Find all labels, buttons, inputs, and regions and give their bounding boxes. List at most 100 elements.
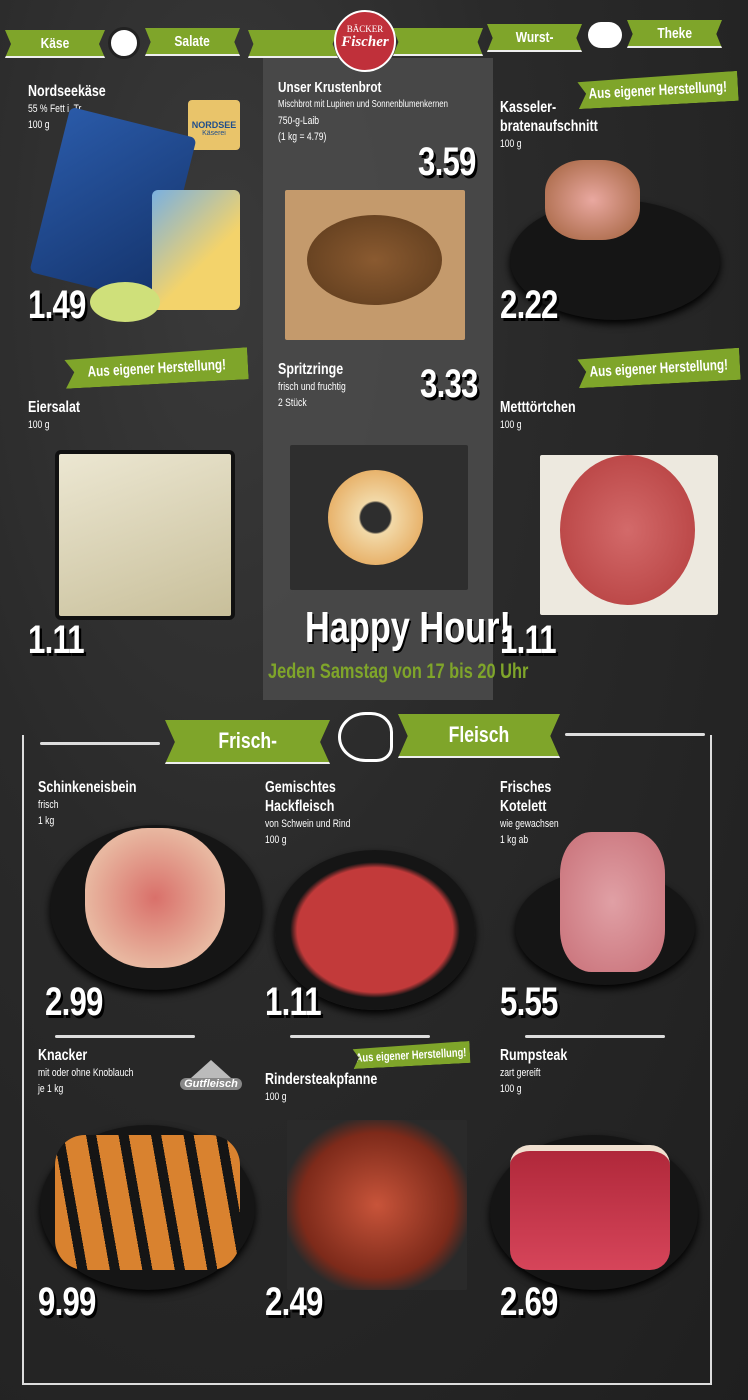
product-eiersalat: Eiersalat 100 g [28, 398, 80, 433]
logo-main: Fischer [341, 34, 389, 50]
rindersteakpfanne-image [287, 1120, 467, 1290]
product-detail: 100 g [28, 419, 50, 431]
mett-image-frame [540, 455, 718, 615]
knacker-image [55, 1135, 240, 1270]
product-title: Hackfleisch [265, 798, 335, 815]
product-title: Metttörtchen [500, 399, 576, 416]
hackfleisch-image [275, 850, 475, 1010]
banner-frisch: Frisch- [165, 720, 330, 764]
banner-label: Theke [657, 24, 692, 42]
product-rumpsteak: Rumpsteak zart gereift 100 g [500, 1046, 567, 1097]
product-title: Rumpsteak [500, 1047, 568, 1064]
product-detail: mit oder ohne Knoblauch [38, 1067, 134, 1079]
grapes-image [90, 282, 160, 322]
price: 1.11 [265, 980, 322, 1024]
price: 2.69 [500, 1280, 558, 1324]
badge-label: Aus eigener Herstellung! [355, 1045, 468, 1065]
happy-hour-title: Happy Hour! [305, 603, 511, 652]
price: 2.49 [265, 1280, 323, 1324]
cheese-block-image [152, 190, 240, 310]
price: 3.33 [420, 362, 478, 406]
price: 2.99 [45, 980, 103, 1024]
banner-wurst: Wurst- [487, 24, 582, 52]
product-title: Nordseekäse [28, 83, 106, 100]
house-icon [191, 1060, 231, 1078]
product-title: Frisches [500, 779, 552, 796]
product-detail: 100 g [28, 119, 50, 131]
price: 3.59 [418, 140, 476, 184]
divider [55, 1035, 195, 1038]
product-title: Knacker [38, 1047, 88, 1064]
product-kasseler: Kasseler- bratenaufschnitt 100 g [500, 98, 598, 152]
sausage-icon [588, 22, 622, 48]
happy-hour-subtitle: Jeden Samstag von 17 bis 20 Uhr [268, 660, 529, 683]
product-detail: frisch und fruchtig [278, 381, 346, 393]
product-kotelett: Frisches Kotelett wie gewachsen 1 kg ab [500, 778, 559, 848]
product-detail: 2 Stück [278, 397, 307, 409]
bread-image [307, 215, 442, 305]
divider [290, 1035, 430, 1038]
divider [40, 742, 160, 745]
price: 9.99 [38, 1280, 96, 1324]
banner-label: Frisch- [218, 728, 277, 753]
eiersalat-image [55, 450, 235, 620]
product-rindersteakpfanne: Rindersteakpfanne 100 g [265, 1070, 377, 1105]
banner-blank-right [393, 28, 483, 56]
gutfleisch-logo: Gutfleisch [180, 1060, 242, 1100]
ham-icon [338, 712, 393, 762]
product-detail: je 1 kg [38, 1083, 64, 1095]
badge-own-production: Aus eigener Herstellung! [577, 348, 740, 388]
product-detail: 1 kg [38, 815, 55, 827]
product-title: Spritzringe [278, 361, 344, 378]
product-detail: zart gereift [500, 1067, 541, 1079]
banner-label: Käse [40, 34, 70, 52]
product-detail: frisch [38, 799, 59, 811]
banner-fleisch: Fleisch [398, 714, 560, 758]
spritzringe-image-frame [290, 445, 468, 590]
bread-image-frame [285, 190, 465, 340]
product-title: Rindersteakpfanne [265, 1071, 378, 1088]
product-knacker: Knacker mit oder ohne Knoblauch je 1 kg [38, 1046, 133, 1097]
kasseler-image [545, 160, 640, 240]
product-detail: (1 kg = 4.79) [278, 131, 327, 143]
product-detail: 1 kg ab [500, 834, 529, 846]
product-title: Kotelett [500, 798, 547, 815]
product-detail: 100 g [265, 1091, 287, 1103]
product-title: bratenaufschnitt [500, 118, 598, 135]
product-spritzringe: Spritzringe frisch und fruchtig 2 Stück [278, 360, 346, 411]
logo-top: BÄCKER [346, 24, 384, 34]
banner-theke: Theke [627, 20, 722, 48]
price: 2.22 [500, 283, 558, 327]
product-title: Schinkeneisbein [38, 779, 137, 796]
brand-name: Gutfleisch [180, 1078, 242, 1090]
product-title: Eiersalat [28, 399, 81, 416]
product-metttoertchen: Metttörtchen 100 g [500, 398, 576, 433]
eisbein-image [85, 828, 225, 968]
banner-blank-left [248, 30, 338, 58]
bakery-panel [263, 58, 493, 700]
product-detail: von Schwein und Rind [265, 818, 351, 830]
baecker-fischer-logo: BÄCKER Fischer [334, 10, 396, 72]
badge-label: Aus eigener Herstellung! [588, 77, 728, 103]
badge-label: Aus eigener Herstellung! [589, 355, 729, 381]
product-krustenbrot: Unser Krustenbrot Mischbrot mit Lupinen … [278, 78, 448, 145]
product-detail: 100 g [500, 138, 522, 150]
kotelett-image [560, 832, 665, 972]
product-schinkeneisbein: Schinkeneisbein frisch 1 kg [38, 778, 136, 829]
cheese-icon [108, 27, 140, 59]
banner-kaese: Käse [5, 30, 105, 58]
divider [565, 733, 705, 736]
product-title: Unser Krustenbrot [278, 79, 382, 96]
badge-label: Aus eigener Herstellung! [86, 355, 227, 381]
banner-label: Salate [174, 32, 211, 50]
badge-own-production: Aus eigener Herstellung! [64, 347, 248, 389]
badge-own-production: Aus eigener Herstellung! [577, 71, 738, 109]
banner-label: Fleisch [448, 722, 510, 747]
price: 1.11 [28, 618, 85, 662]
spritzring-image [328, 470, 423, 565]
product-detail: 100 g [265, 834, 287, 846]
product-detail: 100 g [500, 1083, 522, 1095]
rumpsteak-image [510, 1145, 670, 1270]
brand-top: NORDSEE [191, 120, 237, 130]
meat-section-frame [22, 735, 712, 1385]
